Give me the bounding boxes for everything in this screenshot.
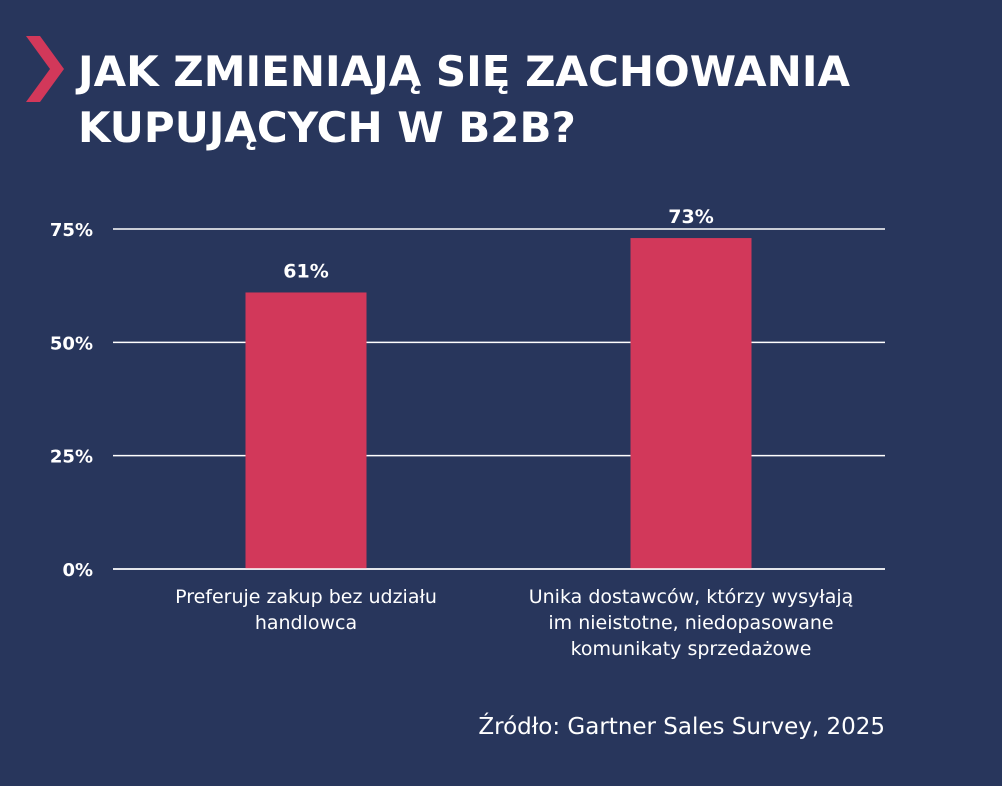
category-label: Unika dostawców, którzy wysyłają im nieis… — [496, 584, 886, 662]
source-note: Źródło: Gartner Sales Survey, 2025 — [478, 714, 885, 740]
title-line-2: KUPUJĄCYCH W B2B? — [78, 103, 576, 152]
bar — [245, 292, 367, 569]
page-title: JAK ZMIENIAJĄ SIĘ ZACHOWANIA KUPUJĄCYCH … — [78, 44, 978, 156]
y-tick-label: 50% — [50, 333, 93, 354]
category-label: Preferuje zakup bez udziału handlowca — [111, 584, 501, 636]
data-label: 73% — [668, 206, 713, 228]
category-label-line: Preferuje zakup bez udziału — [175, 586, 437, 608]
category-label-line: im nieistotne, niedopasowane — [548, 612, 834, 634]
y-tick-label: 75% — [50, 220, 93, 241]
category-label-line: handlowca — [254, 612, 358, 634]
chevron-right-icon — [26, 36, 64, 102]
y-tick-label: 0% — [62, 560, 93, 581]
bar — [630, 238, 752, 570]
data-label: 61% — [283, 260, 328, 282]
category-label-line: komunikaty sprzedażowe — [570, 638, 812, 660]
category-label-line: Unika dostawców, którzy wysyłają — [528, 586, 854, 608]
y-tick-label: 25% — [50, 447, 93, 468]
title-line-1: JAK ZMIENIAJĄ SIĘ ZACHOWANIA — [78, 47, 850, 96]
